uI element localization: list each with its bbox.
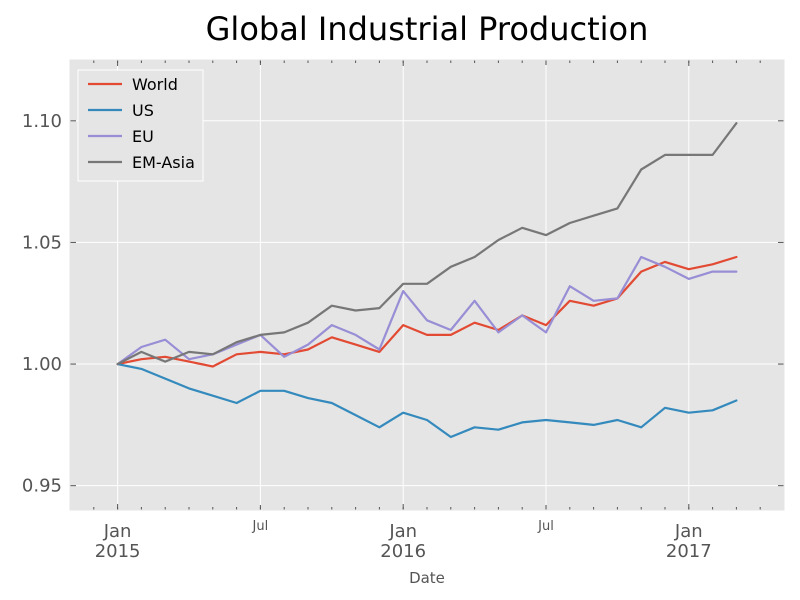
x-tick-label-month: Jan [674, 521, 703, 542]
x-tick-label-year: 2016 [380, 541, 426, 562]
plot-frame [69, 59, 785, 511]
y-tick-label: 1.10 [22, 111, 62, 132]
y-tick-label: 1.05 [22, 232, 62, 253]
x-tick-label: Jul [252, 519, 269, 534]
chart-title: Global Industrial Production [206, 10, 649, 48]
x-axis-label: Date [409, 569, 445, 587]
series-line-world [116, 255, 738, 368]
x-tick-label-month: Jan [388, 521, 417, 542]
legend-label-em-asia: EM-Asia [132, 153, 195, 172]
x-tick-label-year: 2017 [666, 541, 712, 562]
y-tick-label: 1.00 [22, 354, 62, 375]
legend-label-eu: EU [132, 127, 154, 146]
y-tick-label: 0.95 [22, 476, 62, 497]
x-tick-label-year: 2015 [95, 541, 141, 562]
legend-label-world: World [132, 75, 178, 94]
series-line-us [116, 363, 738, 439]
legend-label-us: US [132, 101, 154, 120]
legend: World US EU EM-Asia [69, 59, 785, 511]
series-lines [116, 122, 738, 439]
x-tick-label: Jul [537, 519, 554, 534]
series-line-em-asia [116, 122, 738, 366]
x-tick-label-month: Jan [103, 521, 132, 542]
